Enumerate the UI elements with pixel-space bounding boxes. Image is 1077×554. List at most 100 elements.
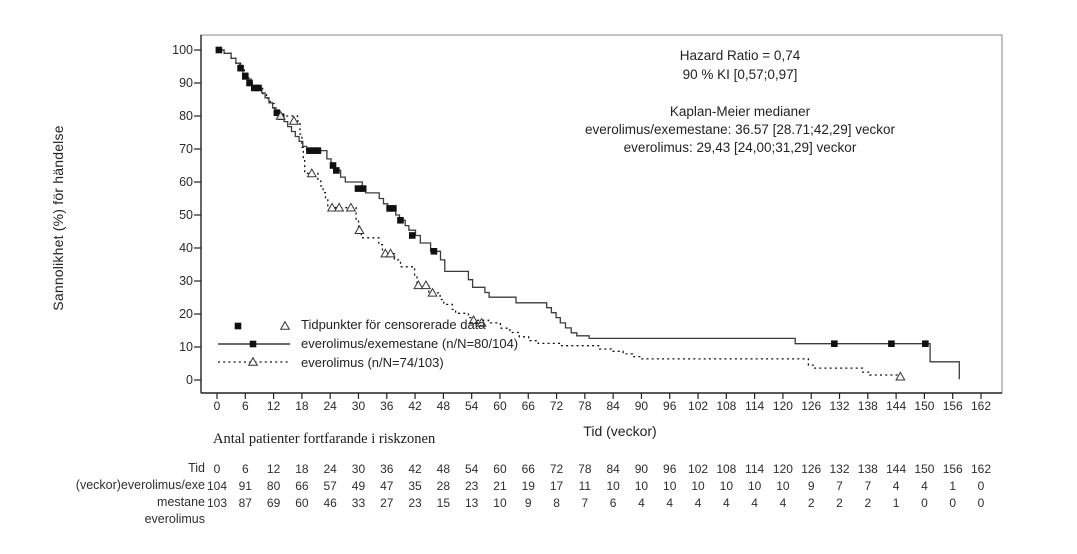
risk-table-cell: 10 bbox=[634, 479, 649, 493]
curve-everolimus bbox=[217, 49, 902, 377]
risk-table-cell: 10 bbox=[663, 479, 677, 493]
y-tick-label: 60 bbox=[179, 175, 193, 189]
risk-table-cell: 6 bbox=[241, 462, 249, 476]
censor-triangle bbox=[468, 314, 479, 325]
risk-table-cell: 60 bbox=[295, 496, 309, 510]
censor-triangle bbox=[354, 224, 365, 234]
x-tick-label: 54 bbox=[464, 399, 479, 413]
x-tick-label: 24 bbox=[323, 399, 337, 413]
risk-table-cell: 9 bbox=[524, 496, 532, 510]
legend-dotted-line-marker-icon bbox=[247, 356, 259, 366]
risk-table-cell: 10 bbox=[606, 479, 620, 493]
censor-square bbox=[273, 109, 281, 116]
risk-table-cell: 42 bbox=[408, 462, 422, 476]
x-tick-label: 78 bbox=[578, 399, 592, 413]
y-tick-label: 80 bbox=[179, 109, 193, 123]
censor-square bbox=[390, 205, 397, 212]
x-tick-label: 156 bbox=[942, 399, 963, 413]
censor-triangle bbox=[288, 115, 300, 125]
risk-table-cell: 126 bbox=[801, 462, 822, 476]
risk-table-cell: 33 bbox=[351, 496, 366, 510]
x-tick-label: 36 bbox=[380, 399, 394, 413]
risk-table-cell: 7 bbox=[864, 479, 872, 493]
censor-triangle bbox=[420, 279, 432, 290]
censor-triangle bbox=[427, 287, 438, 297]
risk-table-cell: 4 bbox=[892, 479, 900, 493]
risk-table-cell: 10 bbox=[719, 479, 734, 493]
risk-table-cell: 4 bbox=[722, 496, 730, 510]
censor-square bbox=[237, 64, 244, 72]
risk-table-cell: 78 bbox=[578, 462, 592, 476]
censor-square bbox=[359, 185, 367, 192]
risk-table-cell: 150 bbox=[914, 462, 935, 476]
risk-table-cell: 2 bbox=[836, 496, 843, 510]
censor-square bbox=[306, 147, 313, 154]
risk-table-cell: 2 bbox=[864, 496, 872, 510]
censor-square bbox=[310, 147, 318, 154]
censor-triangle bbox=[413, 279, 424, 290]
y-tick-label: 100 bbox=[172, 43, 193, 57]
censor-square bbox=[241, 73, 249, 80]
risk-table-cell: 57 bbox=[323, 479, 337, 493]
risk-table-cell: 13 bbox=[464, 496, 479, 510]
risk-table-row-label: Tid bbox=[188, 461, 205, 475]
risk-table-cell: 23 bbox=[408, 496, 422, 510]
legend-label-series2: everolimus (n/N=74/103) bbox=[301, 355, 444, 370]
censor-triangle bbox=[275, 110, 286, 120]
risk-table-cell: 35 bbox=[408, 479, 422, 493]
y-tick-label: 30 bbox=[179, 274, 193, 288]
risk-table-cell: 156 bbox=[942, 462, 963, 476]
x-tick-label: 102 bbox=[688, 399, 709, 413]
censor-square bbox=[314, 147, 322, 154]
risk-table-cell: 54 bbox=[464, 462, 479, 476]
risk-table-cell: 72 bbox=[549, 462, 564, 476]
legend-label-censored: Tidpunkter för censorerade data bbox=[301, 317, 486, 332]
risk-table-cell: 103 bbox=[206, 496, 228, 510]
censor-triangle bbox=[895, 371, 906, 381]
x-tick-label: 12 bbox=[266, 399, 281, 413]
censor-square bbox=[831, 340, 838, 347]
censor-square bbox=[408, 232, 416, 239]
censor-triangle bbox=[385, 248, 396, 258]
risk-table-cell: 91 bbox=[238, 479, 252, 493]
risk-table-cell: 9 bbox=[807, 479, 815, 493]
risk-table-cell: 8 bbox=[553, 496, 560, 510]
censor-square bbox=[255, 84, 262, 92]
risk-table-cell: 0 bbox=[921, 496, 928, 510]
y-tick-label: 0 bbox=[186, 373, 193, 387]
x-tick-label: 30 bbox=[351, 399, 366, 413]
risk-table-cell: 21 bbox=[493, 479, 507, 493]
annotation-km-median-everolimus: everolimus: 29,43 [24,00;31,29] veckor bbox=[623, 140, 857, 155]
risk-table-cell: 36 bbox=[380, 462, 394, 476]
x-tick-label: 114 bbox=[745, 399, 765, 413]
risk-table-cell: 23 bbox=[464, 479, 479, 493]
risk-table-cell: 80 bbox=[266, 479, 281, 493]
x-tick-label: 66 bbox=[521, 399, 535, 413]
risk-table-cell: 48 bbox=[436, 462, 451, 476]
x-axis-title: Tid (veckor) bbox=[583, 423, 657, 439]
censor-triangle bbox=[476, 317, 487, 327]
y-tick-label: 70 bbox=[179, 142, 193, 156]
x-tick-label: 72 bbox=[549, 399, 564, 413]
risk-table-cell: 69 bbox=[266, 496, 281, 510]
legend-censored-square-icon bbox=[234, 322, 242, 330]
risk-table-cell: 47 bbox=[380, 479, 394, 493]
risk-table-cell: 4 bbox=[921, 479, 928, 493]
legend-solid-line-marker-icon bbox=[249, 340, 257, 348]
risk-table-cell: 84 bbox=[606, 462, 620, 476]
censor-triangle bbox=[306, 168, 317, 178]
censor-square bbox=[246, 79, 253, 87]
x-tick-label: 0 bbox=[213, 399, 221, 413]
risk-table-cell: 17 bbox=[549, 479, 564, 493]
risk-table-cell: 1 bbox=[892, 496, 900, 510]
risk-table-cell: 0 bbox=[949, 496, 957, 510]
risk-table-cell: 7 bbox=[836, 479, 843, 493]
risk-table-cell: 0 bbox=[977, 479, 985, 493]
risk-table-cell: 11 bbox=[578, 479, 592, 493]
x-tick-label: 18 bbox=[295, 399, 309, 413]
legend-label-series1: everolimus/exemestane (n/N=80/104) bbox=[301, 336, 519, 351]
risk-table-cell: 6 bbox=[609, 496, 617, 510]
x-tick-label: 96 bbox=[663, 399, 677, 413]
